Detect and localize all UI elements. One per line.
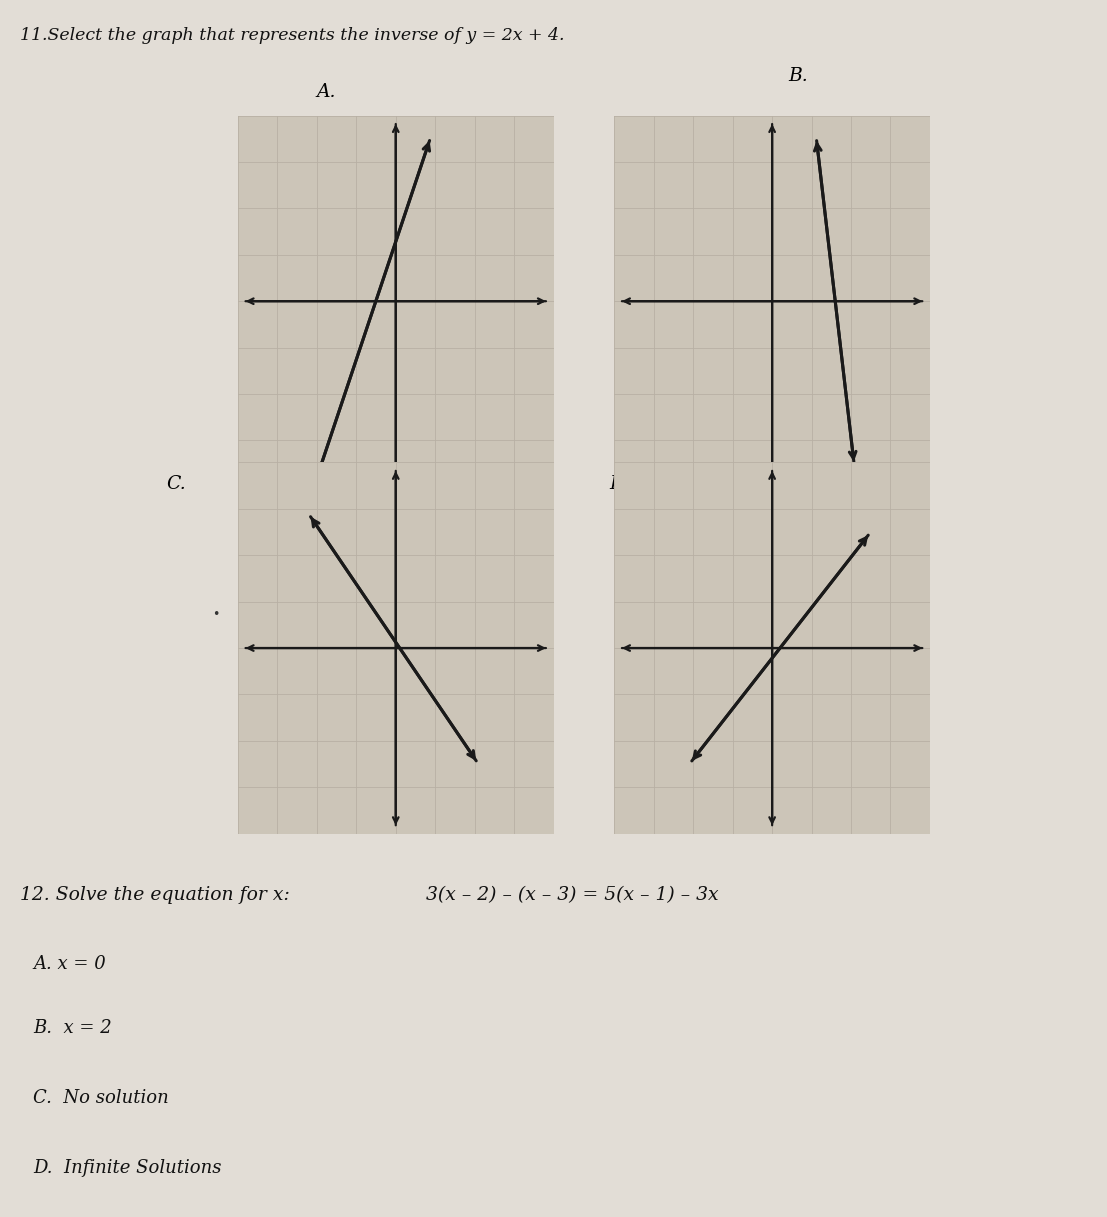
Text: A. x = 0: A. x = 0 xyxy=(33,955,106,974)
Text: 11.Select the graph that represents the inverse of y = 2x + 4.: 11.Select the graph that represents the … xyxy=(20,27,565,44)
Text: D.: D. xyxy=(609,475,629,493)
Text: 12. Solve the equation for x:: 12. Solve the equation for x: xyxy=(20,886,290,904)
Text: A.: A. xyxy=(317,83,337,101)
Text: C.  No solution: C. No solution xyxy=(33,1089,169,1107)
Text: •: • xyxy=(213,608,219,621)
Text: C.: C. xyxy=(166,475,186,493)
Text: 3(x – 2) – (x – 3) = 5(x – 1) – 3x: 3(x – 2) – (x – 3) = 5(x – 1) – 3x xyxy=(426,886,718,904)
Text: B.  x = 2: B. x = 2 xyxy=(33,1019,112,1037)
Text: D.  Infinite Solutions: D. Infinite Solutions xyxy=(33,1159,221,1177)
Text: B.: B. xyxy=(788,67,808,85)
